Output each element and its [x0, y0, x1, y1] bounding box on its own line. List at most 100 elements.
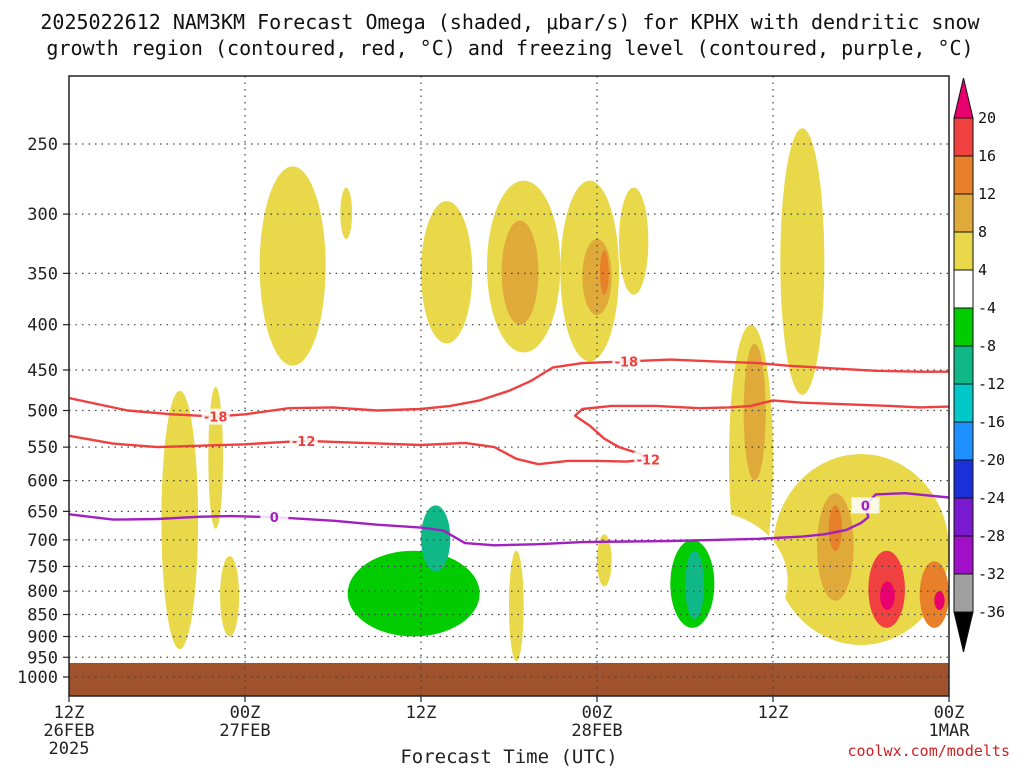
y-tick-label-300: 300	[27, 205, 58, 225]
y-tick-label-900: 900	[27, 627, 58, 647]
colorbar-label-0: 20	[978, 109, 996, 127]
contour-label-bg	[612, 353, 641, 370]
omega-cell-positive-8	[501, 220, 539, 325]
colorbar-label-1: 16	[978, 147, 996, 165]
y-tick-label-800: 800	[27, 582, 58, 602]
omega-cell-positive-4	[421, 201, 473, 344]
y-tick-label-250: 250	[27, 135, 58, 155]
y-tick-label-500: 500	[27, 402, 58, 422]
y-tick-label-450: 450	[27, 361, 58, 381]
colorbar-swatch-4	[953, 231, 974, 271]
chart-title-line2: growth region (contoured, red, °C) and f…	[46, 36, 973, 60]
colorbar-swatch-3	[953, 193, 974, 233]
omega-cell-positive-12	[599, 250, 609, 295]
colorbar-label-9: -20	[978, 451, 1005, 469]
omega-cell-negative-m4	[69, 343, 89, 615]
colorbar-swatch-11	[953, 497, 974, 537]
colorbar-cap-bottom	[953, 611, 974, 653]
contour-label-bg	[634, 451, 663, 468]
x-tick-label-0-3: 2025	[49, 739, 90, 759]
colorbar-label-4: 4	[978, 261, 987, 279]
omega-cell-positive-4	[208, 386, 224, 529]
y-axis-ticks: 2503003504004505005506006507007508008509…	[17, 135, 69, 688]
colorbar-label-5: -4	[978, 299, 996, 317]
contour-label-0-0: -18	[204, 411, 228, 426]
colorbar-label-12: -32	[978, 565, 1005, 583]
colorbar-label-7: -12	[978, 375, 1005, 393]
contour-line-0	[69, 358, 949, 418]
y-tick-label-650: 650	[27, 502, 58, 522]
colorbar-swatch-8	[953, 383, 974, 423]
omega-cell-positive-8	[743, 343, 766, 481]
colorbar-swatch-1	[953, 117, 974, 157]
omega-cell-positive-4	[161, 390, 199, 650]
omega-cell-positive-4	[773, 454, 949, 645]
colorbar-swatch-10	[953, 459, 974, 499]
contour-line-2	[69, 492, 949, 547]
colorbar-swatch-13	[953, 573, 974, 613]
y-tick-label-1000: 1000	[17, 668, 58, 688]
y-tick-label-750: 750	[27, 557, 58, 577]
contour-label-2-1: 0	[861, 499, 870, 514]
credit-text: coolwx.com/modelts	[847, 742, 1010, 760]
omega-cell-positive-4	[220, 556, 240, 637]
omega-cell-positive-4	[619, 187, 649, 295]
omega-cell-negative-m4	[934, 454, 949, 500]
x-tick-label-0-1: 12Z	[54, 703, 85, 723]
x-tick-label-60-2: 1MAR	[929, 721, 971, 741]
x-tick-label-12-1: 00Z	[230, 703, 261, 723]
contour-labels: -18 -18 -12 -12 0 0	[201, 353, 880, 526]
omega-shading	[69, 128, 949, 662]
x-axis-label: Forecast Time (UTC)	[400, 746, 617, 768]
plot-frame	[68, 75, 950, 697]
omega-cell-positive-12	[919, 561, 949, 628]
contour-label-2-0: 0	[270, 511, 279, 526]
colorbar-label-10: -24	[978, 489, 1005, 507]
omega-cell-positive-4	[259, 166, 326, 366]
omega-cell-positive-20	[934, 591, 945, 610]
x-tick-label-60-1: 00Z	[934, 703, 965, 723]
y-tick-label-600: 600	[27, 472, 58, 492]
colorbar-swatch-6	[953, 307, 974, 347]
omega-cell-negative-m12	[685, 550, 705, 620]
y-tick-label-850: 850	[27, 606, 58, 626]
x-tick-label-12-2: 27FEB	[219, 721, 270, 741]
colorbar-swatch-2	[953, 155, 974, 195]
contour-label-1-1: -12	[637, 454, 661, 469]
colorbar-label-2: 12	[978, 185, 996, 203]
contour-label-bg	[289, 432, 318, 449]
contour-label-1-0: -12	[292, 435, 316, 450]
ground-surface	[69, 663, 949, 696]
colorbar-label-13: -36	[978, 603, 1005, 621]
omega-cell-positive-4	[597, 534, 612, 587]
y-tick-label-550: 550	[27, 438, 58, 458]
omega-cell-positive-12	[828, 505, 842, 551]
contour-label-bg	[260, 509, 289, 526]
y-tick-label-350: 350	[27, 264, 58, 284]
x-tick-label-24-1: 12Z	[406, 703, 437, 723]
omega-cell-negative-m12	[421, 505, 451, 572]
colorbar-label-11: -28	[978, 527, 1005, 545]
omega-cell-positive-20	[880, 581, 895, 610]
colorbar-swatch-12	[953, 535, 974, 575]
contour-label-0-1: -18	[615, 355, 639, 370]
y-tick-label-950: 950	[27, 648, 58, 668]
colorbar-label-8: -16	[978, 413, 1005, 431]
y-tick-label-700: 700	[27, 531, 58, 551]
colorbar-swatch-9	[953, 421, 974, 461]
contour-label-bg	[851, 497, 880, 514]
x-tick-label-36-1: 00Z	[582, 703, 613, 723]
x-tick-label-48-1: 12Z	[758, 703, 789, 723]
chart-title-line1: 2025022612 NAM3KM Forecast Omega (shaded…	[40, 10, 980, 34]
colorbar: 20 16 12 8 4 -4 -8 -12 -16 -20 -24 -28 -32 -36	[953, 77, 1005, 653]
omega-cell-negative-m8	[347, 550, 480, 637]
omega-cell-positive-4	[508, 550, 524, 662]
colorbar-label-6: -8	[978, 337, 996, 355]
omega-cell-positive-4	[340, 187, 353, 239]
omega-cell-positive-4	[780, 128, 825, 395]
y-tick-label-400: 400	[27, 316, 58, 336]
colorbar-label-3: 8	[978, 223, 987, 241]
colorbar-swatch-7	[953, 345, 974, 385]
